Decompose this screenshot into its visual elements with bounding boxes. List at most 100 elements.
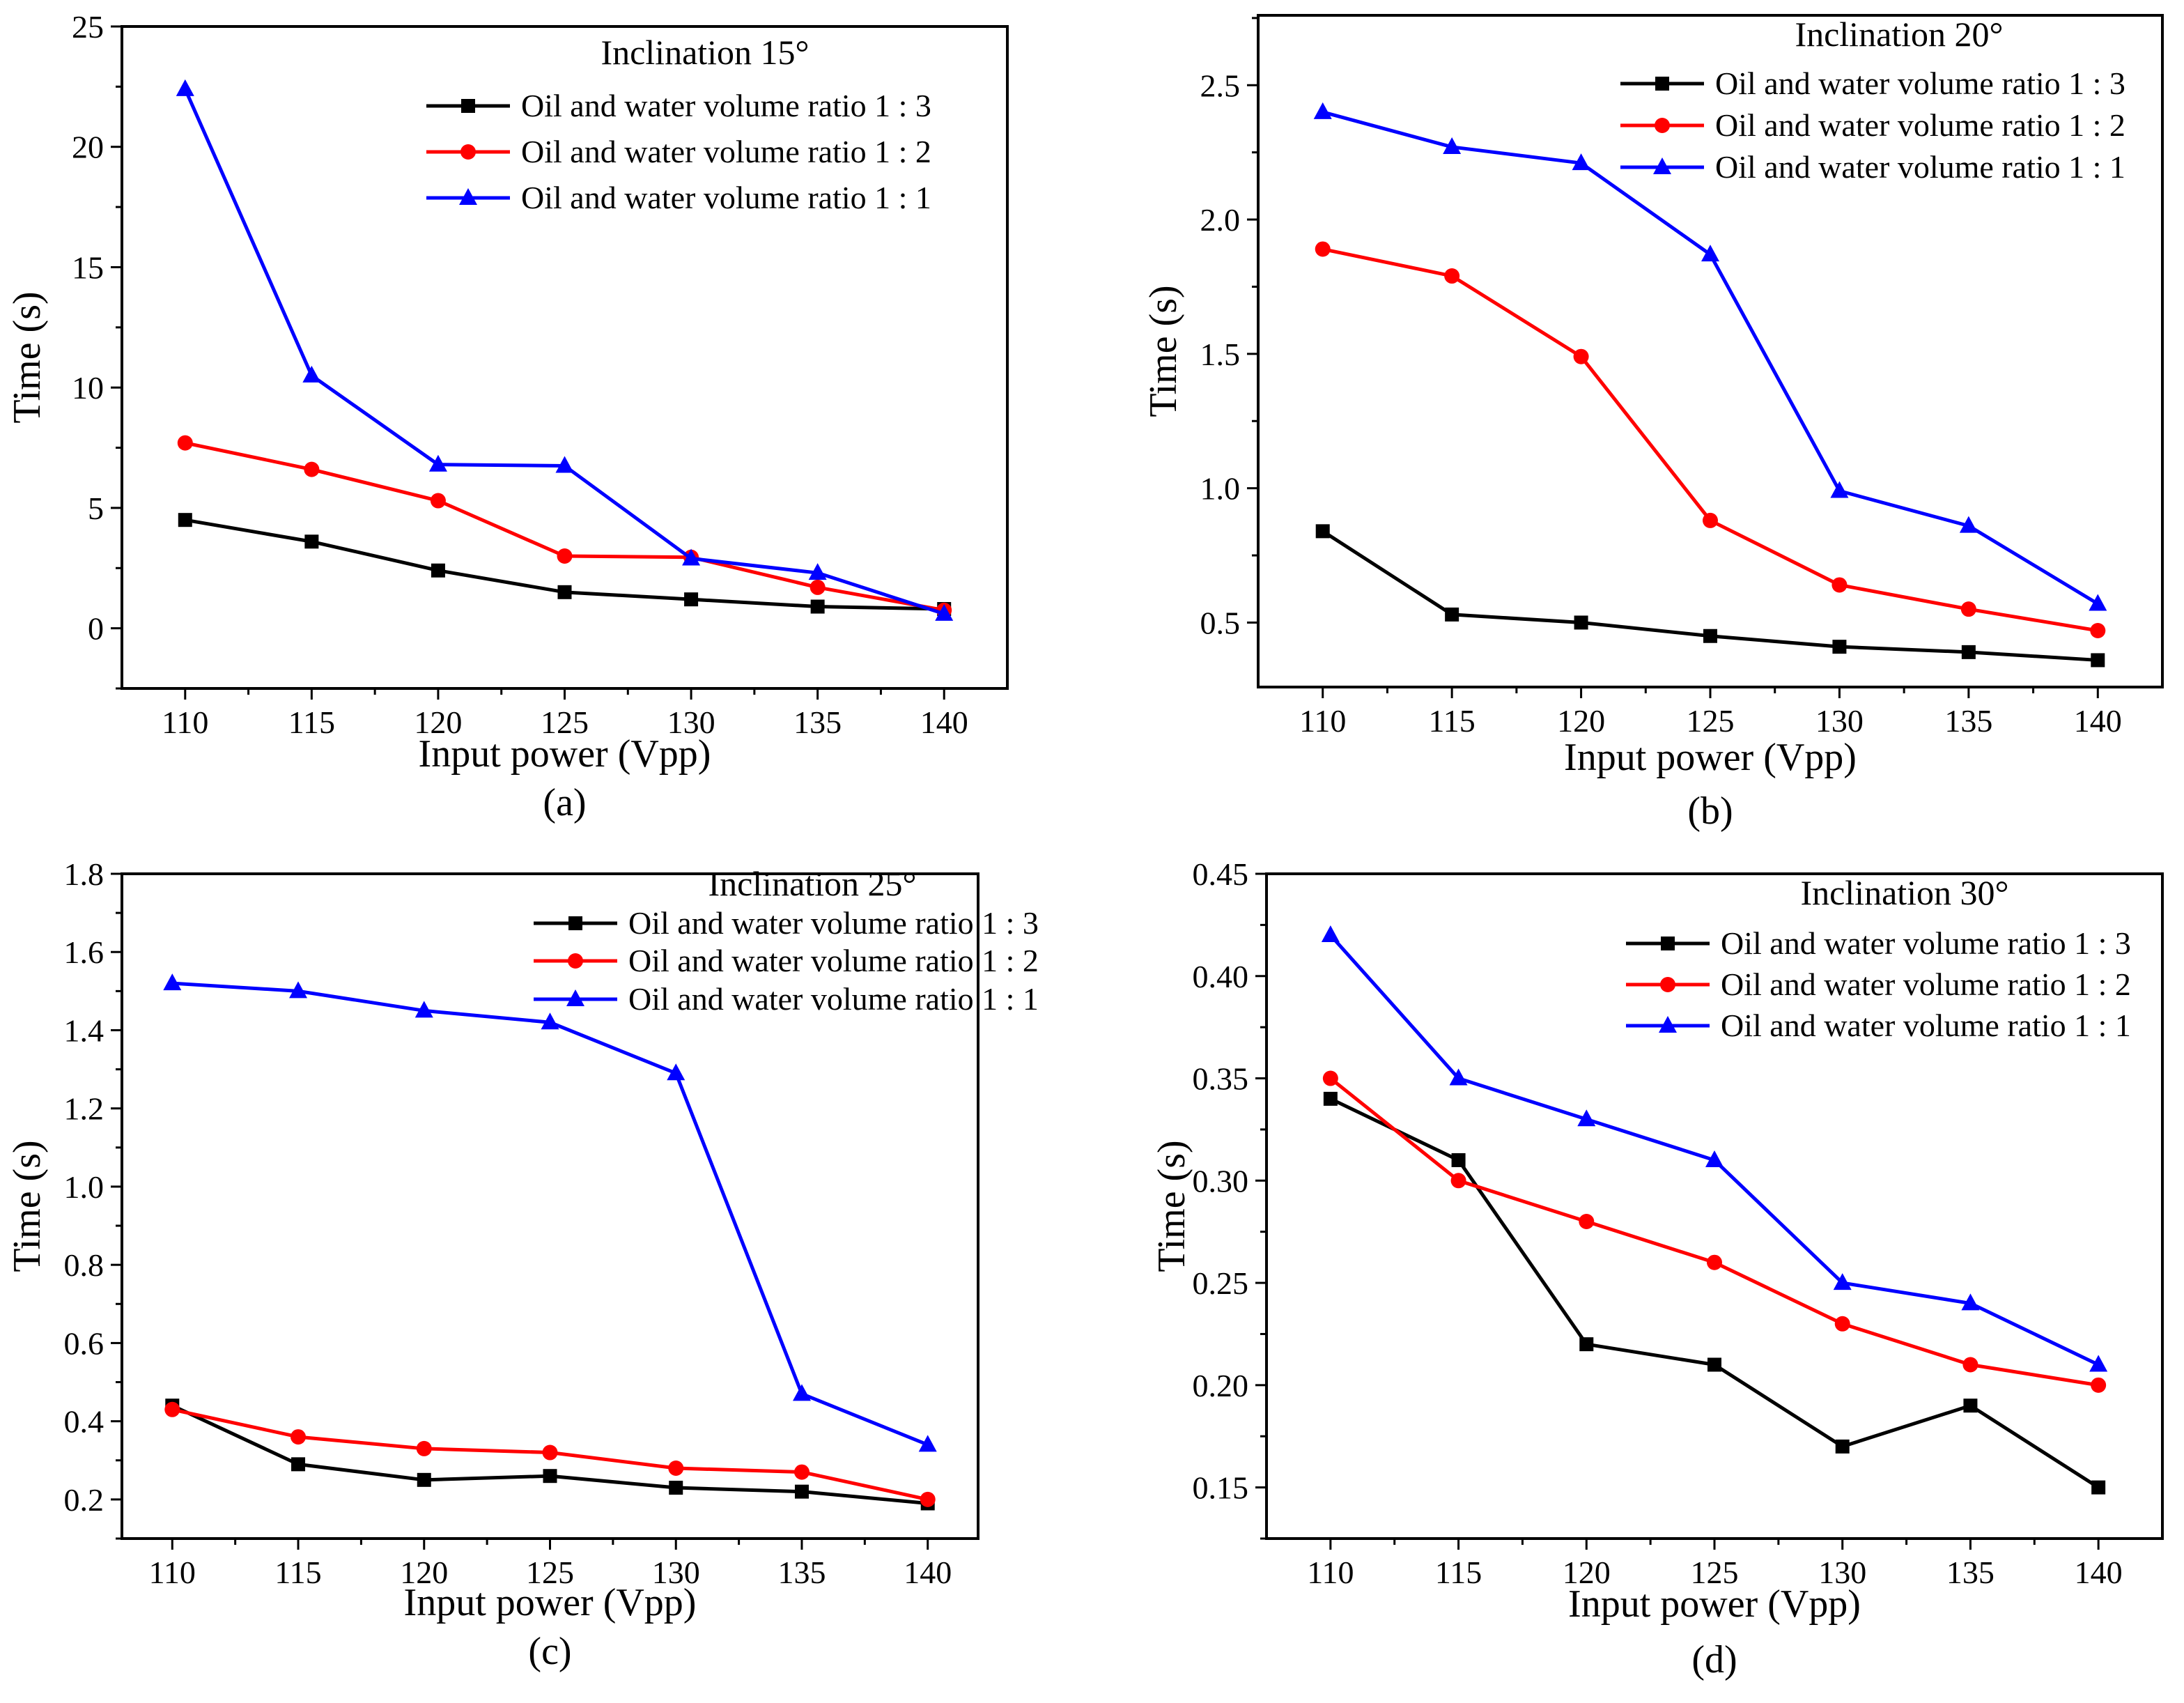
chart-c-x-axis-title: Input power (Vpp) <box>404 1581 697 1624</box>
chart-a-series-1-point <box>178 513 192 527</box>
chart-c-y-tick-label: 1.6 <box>64 934 104 970</box>
chart-d-series-2-line <box>1329 1077 2099 1387</box>
chart-a-series-1 <box>178 513 952 616</box>
chart-b-series-3-point <box>1830 481 1849 498</box>
chart-d-series-1-point <box>2091 1480 2106 1495</box>
chart-c-y-tick-label: 1.8 <box>64 856 104 892</box>
chart-b-series-1-point <box>1832 640 1847 654</box>
chart-d-y-axis-title: Time (s) <box>1150 1140 1193 1272</box>
chart-d-series-1 <box>1323 1091 2106 1495</box>
chart-d-x-tick-label: 115 <box>1435 1555 1482 1590</box>
chart-b-series-3-point <box>1959 516 1978 533</box>
chart-a-y-tick-label: 20 <box>72 130 104 165</box>
chart-b-series-1 <box>1315 524 2105 668</box>
chart-b-x-tick-label: 115 <box>1428 703 1475 739</box>
chart-d-series-2-point <box>1322 1070 1338 1086</box>
chart-c-series-1-point <box>291 1457 306 1472</box>
chart-c-series-1-point <box>417 1472 431 1487</box>
chart-b-series-2-point <box>1573 348 1589 364</box>
chart-d-series-3-point <box>1961 1293 1980 1311</box>
chart-a-y-tick-label: 25 <box>72 9 104 45</box>
chart-b-series-2-point <box>1960 601 1976 617</box>
chart-b-x-tick-label: 130 <box>1815 703 1864 739</box>
chart-c-series-2-point <box>668 1460 684 1476</box>
chart-b-series-3-line <box>1322 110 2099 606</box>
chart-b-legend-swatch-marker <box>1655 77 1669 91</box>
chart-a-series-3-point <box>935 603 954 621</box>
chart-d-series-3-point <box>2089 1355 2108 1372</box>
chart-c-series-2-point <box>542 1444 558 1461</box>
chart-b-legend-label: Oil and water volume ratio 1 : 3 <box>1715 66 2125 101</box>
chart-b-series-1-point <box>1445 607 1459 622</box>
chart-a-series-2-point <box>177 435 193 451</box>
chart-a-legend-swatch-marker <box>460 144 476 160</box>
chart-c-y-tick-label: 1.4 <box>64 1012 104 1048</box>
chart-a-x-tick-label: 120 <box>414 704 462 740</box>
chart-d-legend-swatch-marker <box>1659 1016 1677 1033</box>
chart-a-legend: Inclination 15° Oil and water volume rati… <box>426 33 931 215</box>
chart-a-series-1-point <box>431 563 445 578</box>
chart-b-series-3-point <box>1443 137 1462 154</box>
chart-d-x-tick-label: 120 <box>1563 1555 1611 1590</box>
chart-b-x-tick-label: 140 <box>2074 703 2122 739</box>
chart-a-x-tick-label: 135 <box>793 704 842 740</box>
chart-d-series-2-point <box>1834 1316 1850 1332</box>
chart-a-series-3 <box>176 79 954 621</box>
chart-a-series-3-point <box>302 365 321 383</box>
chart-d-y-tick-label: 0.40 <box>1193 959 1249 994</box>
chart-c: 110 115 120 125 130 135 140 0.2 0.4 0.6 0.8 1.0 1.2 1… <box>6 856 1039 1673</box>
chart-c-legend-swatch-marker <box>568 916 582 930</box>
chart-c-series-3-point <box>667 1063 686 1081</box>
chart-a-series-1-point <box>304 534 319 549</box>
chart-c-series-2-point <box>416 1440 432 1456</box>
chart-c-legend-title: Inclination 25° <box>708 864 916 903</box>
chart-a-x-axis-title: Input power (Vpp) <box>419 732 711 776</box>
chart-d-legend-swatch-marker <box>1661 937 1675 950</box>
chart-a-legend-swatch-marker <box>461 99 475 113</box>
chart-b-x-tick-label: 120 <box>1557 703 1605 739</box>
chart-b-legend: Inclination 20° Oil and water volume rati… <box>1620 15 2125 185</box>
chart-d-caption: (d) <box>1691 1638 1737 1681</box>
chart-b-legend-swatch-marker <box>1655 118 1670 133</box>
chart-c-legend-label: Oil and water volume ratio 1 : 2 <box>628 943 1039 978</box>
chart-a-x-tick-label: 130 <box>667 704 715 740</box>
chart-d: 110 115 120 125 130 135 140 0.15 0.20 0.25 0.30 0.3… <box>1150 856 2164 1681</box>
chart-c-series-2-point <box>793 1464 810 1480</box>
chart-d-legend: Inclination 30° Oil and water volume rati… <box>1626 873 2131 1043</box>
chart-b-series-3-point <box>1313 102 1332 119</box>
chart-d-series-2 <box>1322 1070 2107 1393</box>
chart-d-series-3-point <box>1833 1273 1852 1290</box>
chart-d-x-axis-title: Input power (Vpp) <box>1568 1582 1861 1626</box>
chart-c-y-tick-label: 0.2 <box>64 1482 104 1518</box>
chart-b-series-2 <box>1315 241 2106 639</box>
chart-c-series-3-point <box>163 973 182 991</box>
chart-d-series-1-point <box>1707 1357 1721 1372</box>
chart-c-series-3-point <box>541 1012 559 1030</box>
chart-d-legend-title: Inclination 30° <box>1800 873 2008 912</box>
chart-a-y-tick-label: 10 <box>72 370 104 406</box>
chart-c-x-tick-label: 120 <box>400 1555 448 1590</box>
chart-c-y-tick-label: 0.8 <box>64 1247 104 1283</box>
chart-c-series-3-point <box>289 981 308 999</box>
chart-a-y-axis-title: Time (s) <box>6 291 49 423</box>
chart-a: 110 115 120 125 130 135 140 0 5 10 15 20 25 Input pow… <box>6 9 1009 824</box>
chart-b-legend-swatch-marker <box>1653 157 1671 174</box>
chart-c-x-tick-label: 110 <box>149 1555 196 1590</box>
chart-c-series-2-point <box>920 1491 936 1507</box>
chart-d-series-3 <box>1321 925 2108 1372</box>
chart-a-x-tick-label: 125 <box>541 704 589 740</box>
chart-b-series-3 <box>1313 102 2107 611</box>
chart-b-series-1-point <box>2091 653 2105 668</box>
chart-c-legend-label: Oil and water volume ratio 1 : 3 <box>628 905 1039 941</box>
chart-b-series-2-point <box>1444 268 1460 284</box>
chart-c-legend: Inclination 25°Oil and water volume rati… <box>534 864 1039 1017</box>
chart-b-x-tick-label: 125 <box>1687 703 1735 739</box>
chart-b-series-1-point <box>1961 645 1976 659</box>
chart-c-series-1-point <box>669 1481 683 1495</box>
chart-a-series-2-point <box>557 548 573 564</box>
chart-d-y-tick-label: 0.25 <box>1193 1265 1249 1301</box>
chart-d-x-tick-label: 135 <box>1946 1555 1995 1590</box>
chart-c-series-2 <box>164 1401 936 1507</box>
chart-b: 110 115 120 125 130 135 140 0.5 1.0 1.5 2.0 2.5 Inpu… <box>1142 14 2164 833</box>
chart-b-legend-label: Oil and water volume ratio 1 : 1 <box>1715 149 2125 185</box>
